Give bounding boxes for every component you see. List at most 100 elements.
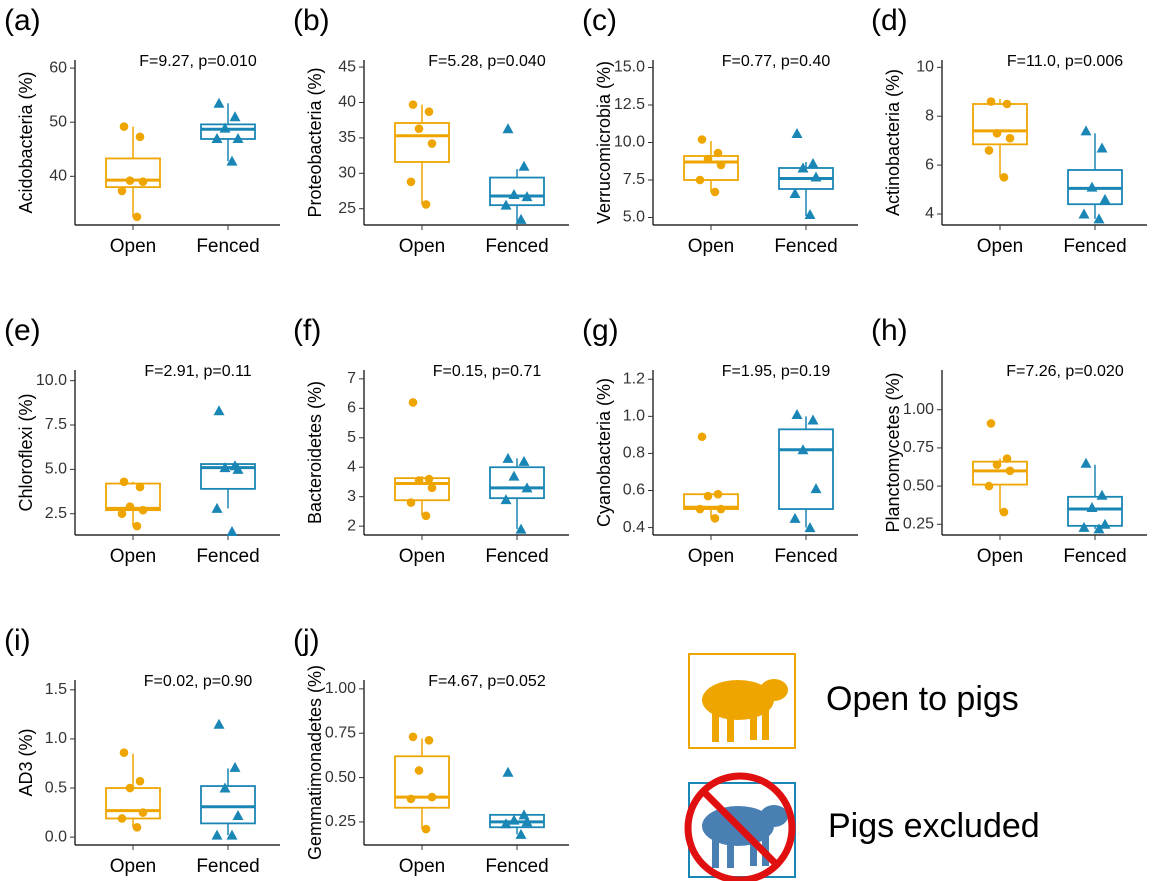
box — [972, 103, 1028, 146]
panel: (c) F=0.77, p=0.40 Verrucomicrobia (%) 5.0 7… — [582, 4, 858, 257]
point — [125, 783, 135, 793]
panel-label: (h) — [871, 314, 908, 347]
point — [502, 766, 514, 777]
annotation: F=0.77, p=0.40 — [722, 53, 831, 70]
point — [502, 123, 514, 134]
y-tick-label: 40 — [338, 94, 356, 111]
legend-label: Open to pigs — [826, 680, 1019, 718]
y-axis-label: Actinobacteria (%) — [883, 69, 903, 216]
point — [508, 814, 520, 825]
panel-label: (j) — [293, 624, 320, 657]
point — [232, 810, 244, 821]
point — [125, 176, 135, 185]
y-tick-label: 2 — [347, 517, 356, 534]
point — [791, 408, 803, 419]
point — [226, 829, 238, 840]
y-tick-label: 0.0 — [45, 828, 67, 845]
y-tick-label: 60 — [49, 59, 67, 76]
panel: (j) F=4.67, p=0.052 Gemmatimonadetes (%) 0.… — [293, 624, 569, 877]
y-tick-label: 45 — [338, 58, 356, 75]
x-tick-label: Open — [399, 236, 445, 257]
panel: (d) F=11.0, p=0.006 Actinobacteria (%) 4 6 8 1… — [871, 4, 1147, 257]
point — [984, 146, 994, 155]
point — [132, 212, 142, 222]
point — [117, 509, 127, 519]
y-tick-label: 0.50 — [325, 769, 356, 786]
point — [807, 414, 819, 425]
panel-label: (b) — [293, 4, 330, 37]
point — [716, 504, 726, 514]
x-tick-label: Fenced — [1063, 236, 1126, 257]
point — [1099, 193, 1111, 204]
prohibition-slash — [701, 789, 779, 867]
box — [778, 428, 834, 510]
x-tick-label: Fenced — [196, 236, 259, 257]
point — [427, 792, 437, 802]
y-tick-label: 5.0 — [623, 209, 645, 226]
y-tick-label: 4 — [347, 458, 356, 475]
y-tick-label: 15.0 — [614, 59, 645, 76]
point — [408, 100, 418, 109]
point — [515, 523, 527, 534]
point — [414, 124, 424, 133]
y-tick-label: 1.0 — [45, 730, 67, 747]
point — [804, 522, 816, 533]
point — [414, 476, 424, 485]
panel-label: (c) — [582, 4, 617, 37]
y-tick-label: 1.00 — [325, 680, 356, 697]
point — [211, 132, 223, 143]
point — [518, 455, 530, 466]
y-axis-label: Acidobacteria (%) — [16, 71, 36, 213]
y-tick-label: 0.6 — [623, 482, 645, 499]
point — [421, 200, 431, 209]
point — [703, 491, 713, 501]
y-tick-label: 6 — [925, 156, 934, 173]
point — [117, 186, 127, 196]
pig-icon — [702, 679, 788, 742]
prohibition-circle — [684, 772, 796, 881]
x-tick-label: Open — [688, 236, 734, 257]
y-tick-label: 4 — [925, 205, 934, 222]
point — [232, 463, 244, 474]
point — [810, 483, 822, 494]
annotation: F=0.15, p=0.71 — [433, 363, 542, 380]
panel-label: (i) — [4, 624, 31, 657]
y-axis-label: Gemmatimonadetes (%) — [305, 665, 325, 860]
y-tick-label: 0.75 — [325, 724, 356, 741]
panel-label: (f) — [293, 314, 321, 347]
point — [992, 129, 1002, 138]
y-axis-label: AD3 (%) — [16, 728, 36, 796]
point — [697, 135, 707, 144]
point — [213, 97, 225, 108]
point — [408, 398, 418, 407]
point — [219, 462, 231, 473]
point — [138, 505, 148, 515]
point — [135, 776, 145, 786]
point — [710, 514, 720, 523]
point — [992, 460, 1002, 470]
point — [807, 158, 819, 168]
y-tick-label: 0.50 — [903, 477, 934, 494]
point — [427, 139, 437, 148]
y-axis-label: Chloroflexi (%) — [16, 393, 36, 511]
panel-label: (d) — [871, 4, 908, 37]
point — [695, 504, 705, 514]
point — [211, 829, 223, 840]
x-tick-label: Open — [110, 856, 156, 877]
panel: (g) F=1.95, p=0.19 Cyanobacteria (%) 0.4 0.6… — [582, 314, 858, 567]
x-tick-label: Open — [688, 546, 734, 567]
point — [999, 507, 1009, 517]
point — [406, 794, 416, 804]
point — [229, 761, 241, 772]
annotation: F=5.28, p=0.040 — [428, 53, 546, 70]
point — [1078, 521, 1090, 532]
point — [135, 482, 145, 492]
point — [211, 502, 223, 513]
y-tick-label: 0.25 — [903, 516, 934, 533]
point — [117, 814, 127, 823]
point — [226, 525, 238, 536]
point — [1096, 489, 1108, 500]
y-axis-label: Bacteroidetes (%) — [305, 381, 325, 524]
y-tick-label: 1.5 — [45, 681, 67, 698]
point — [1078, 208, 1090, 219]
